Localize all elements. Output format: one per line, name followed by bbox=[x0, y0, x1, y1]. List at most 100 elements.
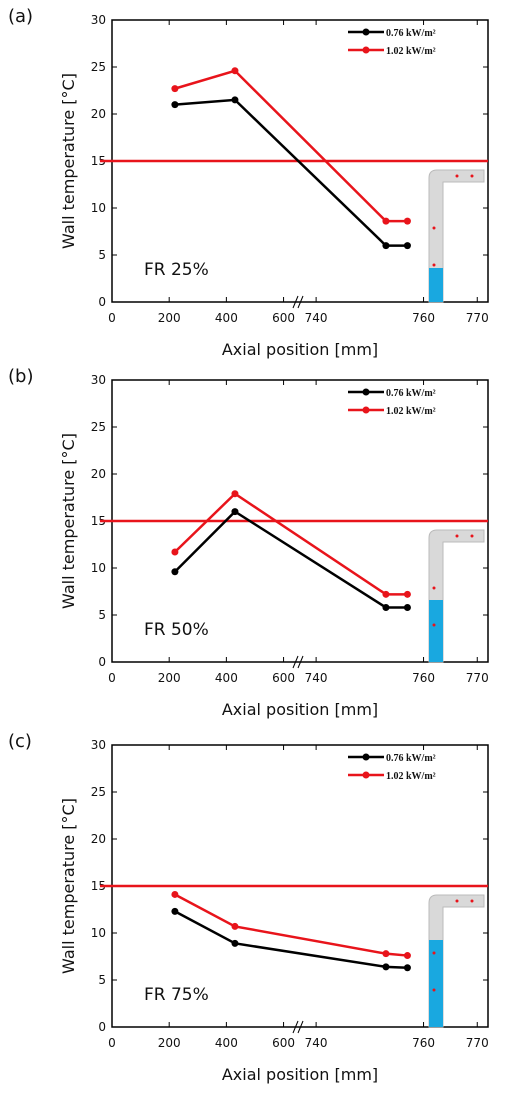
y-tick-label: 0 bbox=[98, 1020, 106, 1034]
y-tick-label: 10 bbox=[91, 201, 106, 215]
sensor bbox=[432, 623, 436, 627]
axis-break-gap bbox=[294, 382, 302, 660]
x-tick-label: 740 bbox=[305, 311, 328, 325]
legend-marker bbox=[362, 46, 370, 54]
data-point bbox=[171, 568, 179, 576]
axis-break-gap bbox=[294, 22, 302, 300]
y-tick-label: 15 bbox=[91, 154, 106, 168]
legend-marker bbox=[362, 28, 370, 36]
series-line bbox=[174, 98, 408, 247]
data-point bbox=[231, 96, 239, 104]
sensor bbox=[470, 534, 474, 538]
y-tick-label: 15 bbox=[91, 514, 106, 528]
sensor bbox=[455, 899, 459, 903]
series-line bbox=[174, 893, 408, 957]
break-mark bbox=[292, 295, 299, 309]
legend-marker bbox=[362, 388, 370, 396]
data-point bbox=[171, 890, 179, 898]
y-tick-label: 30 bbox=[91, 373, 106, 387]
data-point bbox=[231, 67, 239, 75]
series-line bbox=[174, 510, 408, 609]
panel: (b) 0 5 10 15 20 25 30 0 200 400 600 740 760 770 0.76 k… bbox=[8, 366, 489, 719]
y-tick-label: 5 bbox=[98, 608, 106, 622]
y-tick-label: 25 bbox=[91, 785, 106, 799]
data-point bbox=[382, 950, 390, 958]
annotation: FR 50% bbox=[144, 620, 209, 640]
y-tick-label: 5 bbox=[98, 973, 106, 987]
panel: (a) 0 5 10 15 20 25 30 0 200 400 600 740 760 770 0.76 k… bbox=[8, 6, 489, 359]
y-axis-title: Wall temperature [°C] bbox=[59, 433, 78, 609]
y-tick-label: 10 bbox=[91, 561, 106, 575]
x-axis-title: Axial position [mm] bbox=[222, 340, 378, 359]
x-tick-label: 200 bbox=[158, 1036, 181, 1050]
x-tick-label: 400 bbox=[215, 1036, 238, 1050]
water bbox=[429, 600, 443, 662]
data-point bbox=[231, 508, 239, 516]
data-point bbox=[403, 590, 411, 598]
data-point bbox=[403, 603, 411, 611]
legend-marker bbox=[362, 753, 370, 761]
series-line bbox=[174, 492, 408, 596]
y-tick-label: 25 bbox=[91, 420, 106, 434]
break-mark bbox=[297, 295, 304, 309]
sensor bbox=[432, 951, 436, 955]
sensor bbox=[470, 174, 474, 178]
y-tick-label: 20 bbox=[91, 467, 106, 481]
data-point bbox=[231, 939, 239, 947]
legend-label: 0.76 kW/m² bbox=[386, 28, 436, 39]
panel-label: (a) bbox=[8, 6, 33, 27]
y-tick-label: 15 bbox=[91, 879, 106, 893]
x-tick-label: 760 bbox=[412, 671, 435, 685]
axis-break-gap bbox=[294, 747, 302, 1025]
sensor bbox=[432, 263, 436, 267]
x-tick-label: 200 bbox=[158, 671, 181, 685]
x-tick-label: 0 bbox=[108, 311, 116, 325]
data-point bbox=[403, 217, 411, 225]
sensor bbox=[432, 226, 436, 230]
x-tick-label: 740 bbox=[305, 671, 328, 685]
data-point bbox=[382, 963, 390, 971]
data-point bbox=[231, 922, 239, 930]
x-axis-title: Axial position [mm] bbox=[222, 1065, 378, 1084]
series-line bbox=[174, 69, 408, 223]
break-mark bbox=[292, 1020, 299, 1034]
y-tick-label: 25 bbox=[91, 60, 106, 74]
x-tick-label: 770 bbox=[466, 1036, 489, 1050]
legend-label: 1.02 kW/m² bbox=[386, 406, 436, 417]
y-tick-label: 5 bbox=[98, 248, 106, 262]
x-tick-label: 760 bbox=[412, 311, 435, 325]
panel: (c) 0 5 10 15 20 25 30 0 200 400 600 740 760 770 0.76 k… bbox=[8, 731, 489, 1084]
x-tick-label: 600 bbox=[272, 671, 295, 685]
data-point bbox=[171, 101, 179, 109]
x-tick-label: 400 bbox=[215, 311, 238, 325]
sensor bbox=[470, 899, 474, 903]
x-tick-label: 770 bbox=[466, 671, 489, 685]
data-point bbox=[382, 217, 390, 225]
y-tick-label: 20 bbox=[91, 107, 106, 121]
water bbox=[429, 268, 443, 302]
series-line bbox=[174, 910, 408, 970]
x-tick-label: 770 bbox=[466, 311, 489, 325]
legend-label: 1.02 kW/m² bbox=[386, 771, 436, 782]
panel-label: (c) bbox=[8, 731, 32, 752]
y-tick-label: 20 bbox=[91, 832, 106, 846]
y-axis-title: Wall temperature [°C] bbox=[59, 798, 78, 974]
x-tick-label: 760 bbox=[412, 1036, 435, 1050]
y-tick-label: 30 bbox=[91, 13, 106, 27]
legend-label: 1.02 kW/m² bbox=[386, 46, 436, 57]
data-point bbox=[231, 490, 239, 498]
x-axis-title: Axial position [mm] bbox=[222, 700, 378, 719]
legend-label: 0.76 kW/m² bbox=[386, 753, 436, 764]
sensor bbox=[432, 988, 436, 992]
data-point bbox=[403, 952, 411, 960]
y-axis-title: Wall temperature [°C] bbox=[59, 73, 78, 249]
sensor bbox=[455, 174, 459, 178]
x-tick-label: 400 bbox=[215, 671, 238, 685]
data-point bbox=[382, 242, 390, 250]
annotation: FR 25% bbox=[144, 260, 209, 280]
break-mark bbox=[297, 655, 304, 669]
legend-marker bbox=[362, 771, 370, 779]
y-tick-label: 0 bbox=[98, 655, 106, 669]
x-tick-label: 200 bbox=[158, 311, 181, 325]
